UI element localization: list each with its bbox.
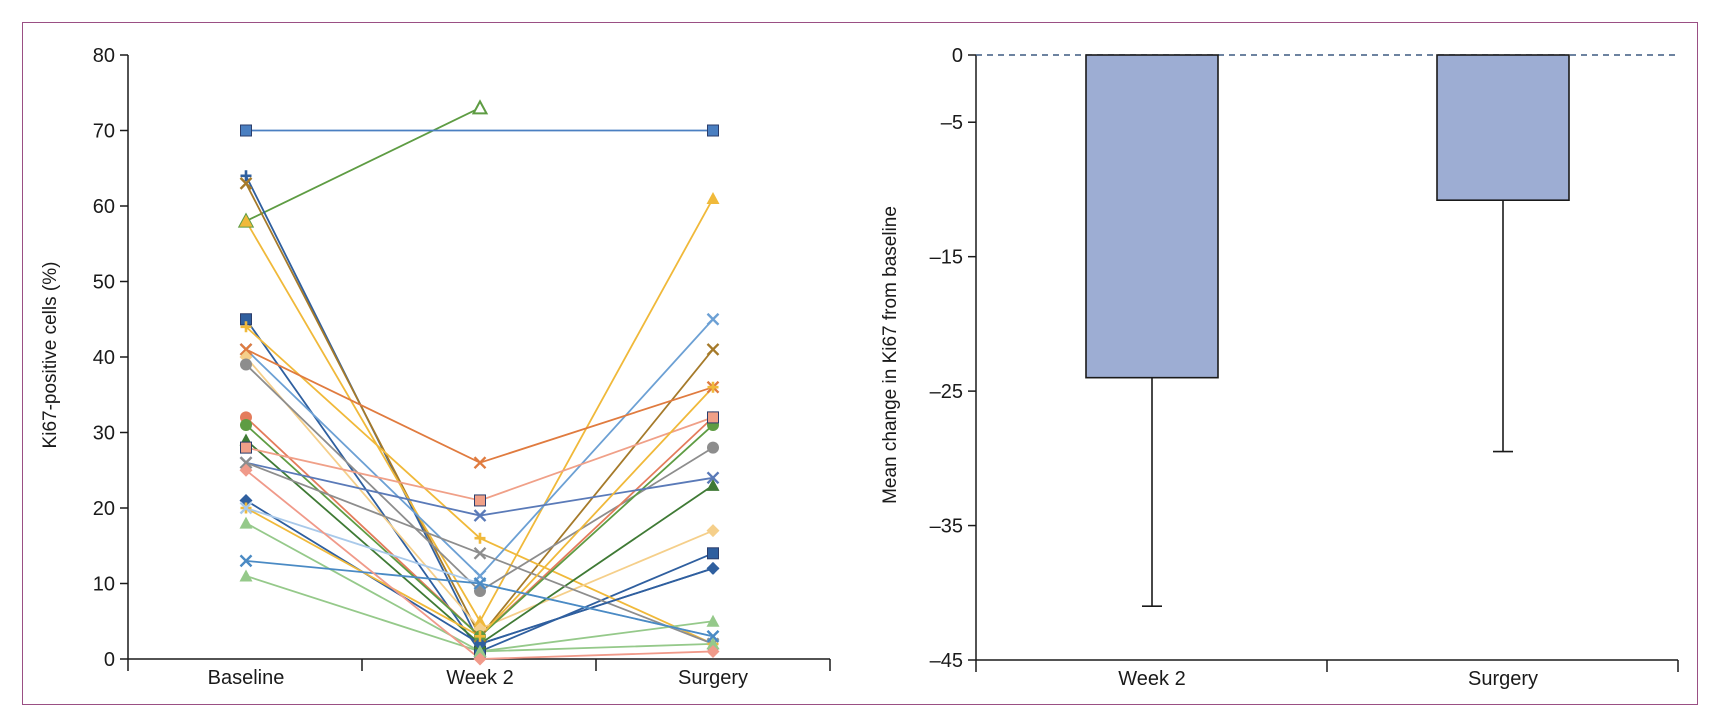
data-point-p1: [471, 99, 489, 115]
data-point-p21: [706, 614, 720, 627]
data-point-p24: [473, 652, 487, 666]
data-point-p22: [239, 554, 253, 568]
left-y-tick-label: 10: [93, 574, 115, 596]
data-point-p11: [240, 358, 252, 371]
data-point-p4: [706, 343, 720, 356]
data-point-p24: [239, 463, 253, 477]
left-y-tick-label: 80: [93, 45, 115, 67]
data-point-p19: [474, 630, 486, 642]
data-point-p2: [240, 124, 252, 137]
data-point-p20: [239, 501, 253, 515]
data-point-p18: [706, 561, 720, 575]
data-point-p13: [240, 418, 252, 431]
right-y-tick-label: –35: [930, 516, 963, 538]
figure-frame: [22, 22, 1698, 705]
data-point-p23: [473, 644, 487, 657]
data-point-p23: [706, 637, 720, 650]
data-point-p15: [474, 494, 486, 507]
data-point-p5: [239, 214, 253, 227]
right-x-tick-label: Surgery: [1468, 668, 1538, 690]
series-line-p6: [245, 318, 714, 653]
data-point-p14: [706, 478, 720, 491]
data-point-p17: [473, 546, 487, 560]
right-y-tick-label: –25: [930, 381, 963, 403]
data-point-p19: [707, 381, 719, 393]
data-point-p3: [240, 170, 252, 182]
right-y-tick-label: –5: [941, 112, 963, 134]
data-point-p15: [707, 411, 719, 424]
series-line-p1: [245, 107, 481, 222]
data-point-p7: [240, 321, 252, 333]
right-y-axis-label: Mean change in Ki67 from baseline: [880, 206, 901, 504]
left-y-tick-label: 60: [93, 196, 115, 218]
left-y-tick-label: 50: [93, 272, 115, 294]
left-x-tick-label: Surgery: [678, 667, 748, 689]
data-point-p4: [239, 177, 253, 190]
data-point-p5: [706, 191, 720, 204]
ki67-line-chart: Ki67-positive cells (%) 0 10 20 30 40 50 60 70 8…: [40, 45, 831, 689]
left-y-axis-label: Ki67-positive cells (%): [40, 262, 61, 449]
data-point-p24: [706, 644, 720, 658]
data-point-p6: [707, 547, 719, 560]
right-y-tick-label: –45: [930, 650, 963, 672]
data-point-p23: [239, 569, 253, 582]
left-y-tick-label: 70: [93, 121, 115, 143]
data-point-p16: [706, 471, 720, 485]
left-y-tick-label: 40: [93, 347, 115, 369]
bar-surgery: [1436, 54, 1570, 201]
series-line-p9: [245, 348, 714, 464]
data-point-p18: [473, 637, 487, 651]
data-point-p7: [474, 532, 486, 544]
right-y-tick-label: 0: [952, 45, 963, 67]
data-point-p5: [473, 614, 487, 627]
data-point-p17: [239, 456, 253, 470]
left-y-tick-label: 0: [104, 649, 115, 671]
data-point-p9: [473, 456, 487, 470]
data-point-p21: [239, 516, 253, 529]
data-point-p8: [706, 312, 720, 326]
data-point-p10: [706, 524, 720, 538]
right-y-tick-label: –15: [930, 247, 963, 269]
bar-week-2: [1085, 54, 1219, 379]
right-x-tick-label: Week 2: [1118, 668, 1185, 690]
data-point-p22: [706, 630, 720, 643]
data-point-p11: [707, 441, 719, 454]
left-x-tick-label: Baseline: [208, 667, 285, 689]
data-point-p2: [707, 124, 719, 137]
data-point-p9: [239, 343, 253, 356]
left-y-tick-label: 20: [93, 498, 115, 520]
data-point-p22: [473, 577, 487, 590]
data-point-p16: [473, 509, 487, 522]
left-y-tick-label: 30: [93, 423, 115, 445]
left-x-tick-label: Week 2: [446, 667, 513, 689]
data-point-p15: [240, 441, 252, 454]
mean-change-bar-chart: Mean change in Ki67 from baseline 0 –5 –15…: [880, 45, 1679, 690]
